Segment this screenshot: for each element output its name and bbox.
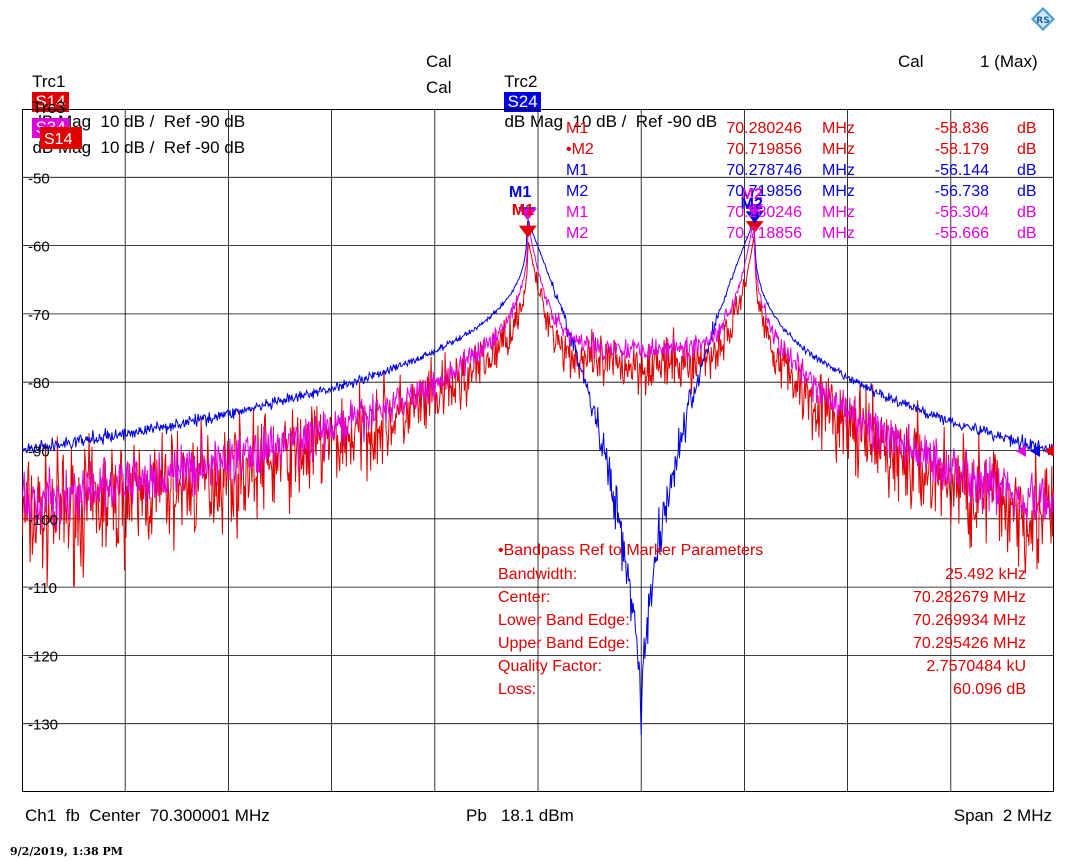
bandpass-value: 60.096 dB: [953, 681, 1026, 698]
marker-triangle-s14: [518, 225, 537, 238]
trace-label-text: S14: [44, 131, 73, 148]
marker-value: -58.836: [935, 120, 989, 137]
trace-2-format: dB Mag 10 dB / Ref -90 dB: [504, 112, 718, 131]
marker-value: -56.304: [935, 204, 989, 221]
marker-frequency: 70.278746: [726, 162, 802, 179]
bandpass-panel: •Bandpass Ref to Marker Parameters Bandwi…: [498, 542, 1026, 698]
bandpass-value: 70.295426 MHz: [913, 635, 1026, 652]
marker-frequency-unit: MHz: [822, 162, 855, 179]
y-tick-labels: -50 -60 -70 -80 -90 -100 -110 -120 -130: [28, 170, 58, 733]
bandpass-value: 70.282679 MHz: [913, 589, 1026, 606]
center-frequency: Ch1 fb Center 70.300001 MHz: [25, 806, 270, 825]
power-level: Pb 18.1 dBm: [466, 806, 574, 825]
ref-arrow-s24: [1030, 445, 1040, 457]
marker-value: -58.179: [935, 141, 989, 158]
trace-label-box: [40, 127, 82, 149]
y-tick-label: -50: [28, 170, 50, 187]
marker-label-m2-s34: M2: [741, 186, 763, 203]
rohde-schwarz-logo: RS: [1031, 7, 1055, 31]
s-parameter-plot[interactable]: -50-60-70-80-90-100-110-120-130 M1M1M2M2…: [22, 109, 1054, 792]
bandpass-label: Upper Band Edge:: [498, 635, 630, 652]
trace-2-header[interactable]: Trc2 S24 dB Mag 10 dB / Ref -90 dB: [495, 52, 717, 132]
trace-s24: [22, 219, 1054, 736]
s14-badge[interactable]: S14: [32, 92, 69, 112]
marker-value-unit: dB: [1017, 162, 1037, 179]
trace-1-label: Trc1: [32, 72, 66, 91]
marker-value-unit: dB: [1017, 204, 1037, 221]
plot-grid: [22, 109, 1054, 792]
marker-name: M1: [566, 162, 588, 179]
y-tick-label: -120: [28, 648, 58, 665]
marker-triangle-s34: [745, 203, 764, 216]
trace-s14: [22, 236, 1054, 588]
marker-value: -56.738: [935, 183, 989, 200]
marker-name: •M2: [566, 141, 594, 158]
y-tick-label: -100: [28, 512, 58, 529]
trace-3-cal: Cal: [426, 78, 452, 97]
y-tick-label: -70: [28, 307, 50, 324]
y-tick-label: -60: [28, 239, 50, 256]
trace-3-label: Trc3: [32, 98, 66, 117]
marker-table: M1 70.280246 MHz -58.836 dB •M2 70.719856 MHz -5…: [566, 120, 1037, 242]
marker-frequency: 70.719856: [726, 183, 802, 200]
span-readout: Span 2 MHz: [953, 806, 1052, 825]
marker-frequency-unit: MHz: [822, 141, 855, 158]
bandpass-value: 2.7570484 kU: [926, 658, 1026, 675]
trace-2-cal: Cal: [898, 52, 924, 71]
marker-name: M1: [566, 204, 588, 221]
marker-frequency: 70.719856: [726, 141, 802, 158]
marker-triangle-s34: [518, 208, 537, 221]
y-tick-label: -110: [28, 580, 57, 597]
marker-frequency: 70.280246: [726, 120, 802, 137]
s24-badge[interactable]: S24: [504, 92, 541, 112]
bandpass-label: Lower Band Edge:: [498, 612, 630, 629]
marker-frequency-unit: MHz: [822, 225, 855, 242]
marker-frequency: 70.718856: [726, 225, 802, 242]
y-tick-label: -80: [28, 375, 50, 392]
timestamp: 9/2/2019, 1:38 PM: [10, 845, 123, 858]
trace-2-label: Trc2: [504, 72, 538, 91]
plot-traces: [22, 217, 1054, 736]
marker-frequency-unit: MHz: [822, 183, 855, 200]
marker-triangle-s14: [745, 221, 764, 234]
marker-value-unit: dB: [1017, 141, 1037, 158]
active-trace-label: S14: [40, 127, 82, 149]
svg-text:RS: RS: [1036, 16, 1049, 26]
y-tick-label: -90: [28, 444, 50, 461]
marker-name: M1: [566, 120, 588, 137]
ref-arrow-s34: [1016, 445, 1026, 457]
bandpass-label: Quality Factor:: [498, 658, 602, 675]
trace-s34: [22, 217, 1054, 532]
marker-value-unit: dB: [1017, 225, 1037, 242]
marker-frequency-unit: MHz: [822, 120, 855, 137]
marker-value-unit: dB: [1017, 120, 1037, 137]
marker-frequency-unit: MHz: [822, 204, 855, 221]
marker-value: -56.144: [935, 162, 989, 179]
marker-label-m1-s24: M1: [509, 184, 531, 201]
bandpass-label: Bandwidth:: [498, 566, 577, 583]
ref-arrow-s14: [1044, 445, 1054, 457]
bandpass-value: 70.269934 MHz: [913, 612, 1026, 629]
bandpass-label: Loss:: [498, 681, 536, 698]
bandpass-title: •Bandpass Ref to Marker Parameters: [498, 542, 763, 559]
marker-value-unit: dB: [1017, 183, 1037, 200]
bandpass-value: 25.492 kHz: [945, 566, 1026, 583]
max-indicator: 1 (Max): [980, 52, 1038, 71]
trace-1-cal: Cal: [426, 52, 452, 71]
bandpass-label: Center:: [498, 589, 550, 606]
marker-name: M2: [566, 225, 588, 242]
marker-label-m2-s24: M2: [741, 196, 763, 213]
marker-value: -55.666: [935, 225, 989, 242]
marker-triangle-s24: [745, 211, 764, 224]
marker-frequency: 70.280246: [726, 204, 802, 221]
marker-name: M2: [566, 183, 588, 200]
y-tick-label: -130: [28, 717, 58, 734]
marker-label-m1-s14: M1: [512, 202, 534, 219]
